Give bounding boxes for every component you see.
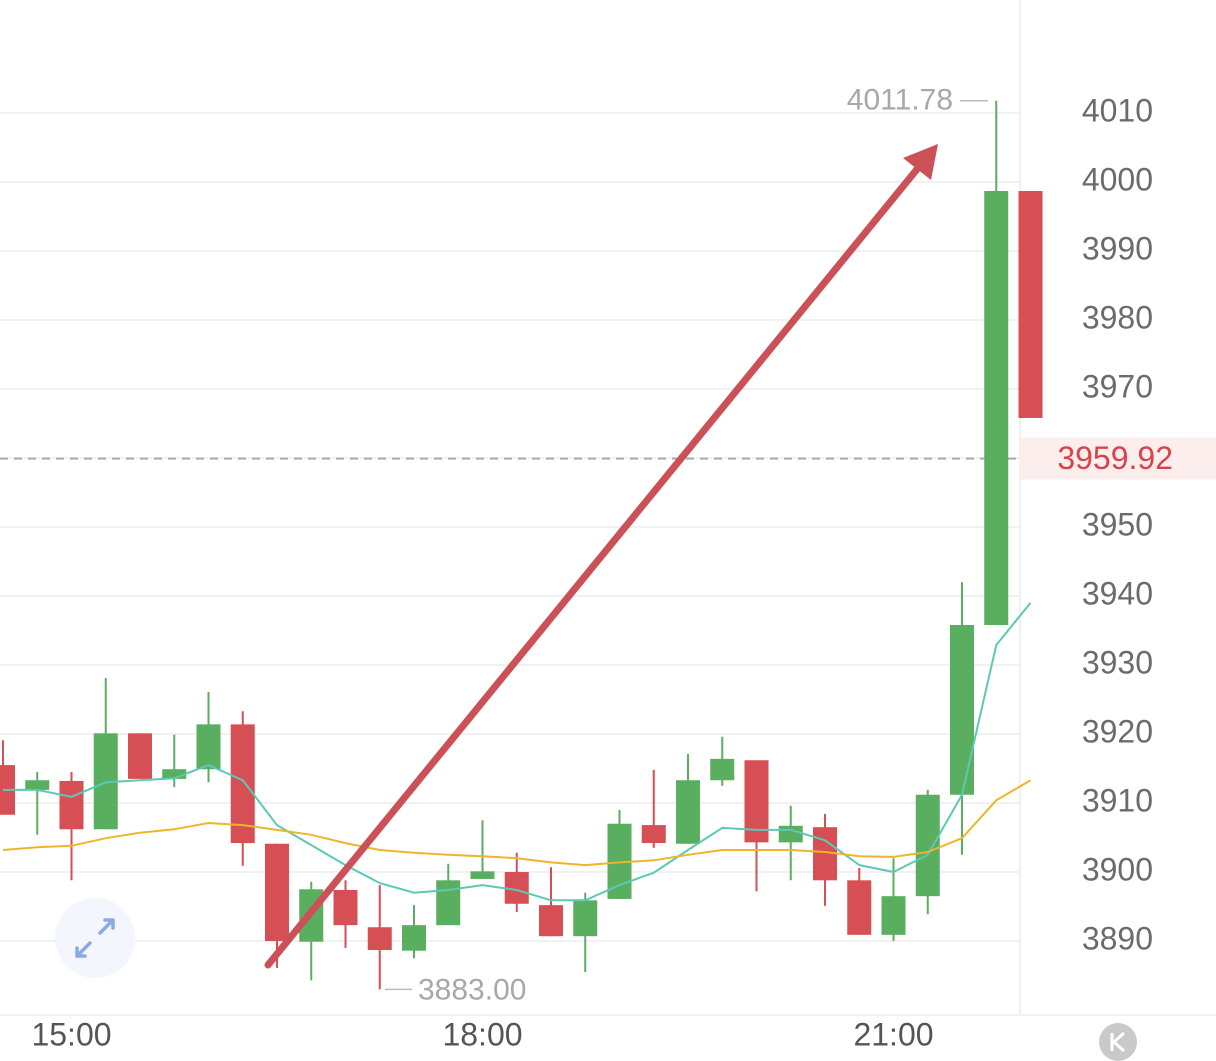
candle-body [59, 780, 84, 830]
candle-body [778, 825, 803, 843]
y-tick-label: 3950 [1082, 506, 1153, 542]
candle-body [984, 190, 1009, 626]
y-tick-label: 3910 [1082, 782, 1153, 818]
candle-body [539, 905, 563, 937]
x-tick-label: 21:00 [853, 1016, 933, 1052]
high-marker-label: 4011.78 [847, 84, 953, 117]
candle-body [230, 724, 255, 844]
y-tick-label: 3990 [1082, 230, 1153, 266]
candle-body [950, 625, 974, 795]
y-tick-label: 3970 [1082, 368, 1153, 404]
x-tick-label: 18:00 [442, 1016, 522, 1052]
candle-body [367, 927, 392, 951]
candle-body [196, 724, 221, 770]
expand-icon[interactable] [75, 918, 115, 958]
k-icon[interactable] [1110, 1031, 1126, 1053]
candle-body [402, 925, 426, 951]
candle-body [128, 733, 152, 779]
low-marker-label: 3883.00 [418, 973, 526, 1006]
y-tick-label: 3920 [1082, 713, 1153, 749]
candle-body [1018, 190, 1043, 419]
candle-body [847, 880, 872, 935]
candle-body [573, 900, 598, 937]
k-bg[interactable] [1099, 1023, 1137, 1061]
candle-body [881, 896, 906, 935]
candle-body [641, 825, 666, 844]
trend-arrow [264, 144, 938, 969]
last-price-bg [1020, 437, 1216, 480]
y-tick-label: 4010 [1082, 92, 1153, 128]
candle-body [436, 880, 461, 926]
y-tick-label: 3890 [1082, 920, 1153, 956]
y-tick-label: 3930 [1082, 644, 1153, 680]
candle-body [265, 843, 289, 942]
candle-body [676, 780, 700, 844]
arrow-head [903, 144, 938, 180]
candle-body [25, 780, 50, 790]
expand-bg[interactable] [55, 898, 135, 978]
candle-body [915, 794, 940, 897]
candle-body [470, 871, 495, 879]
moving-average-line [2, 779, 1032, 867]
expand-button[interactable] [55, 898, 135, 978]
moving-average-line [3, 602, 1032, 902]
x-tick-label: 15:00 [31, 1016, 111, 1052]
candle-body [710, 758, 735, 781]
last-price-label: 3959.92 [1057, 440, 1173, 476]
plot [0, 100, 1043, 990]
candle-body [162, 769, 187, 779]
y-tick-label: 3980 [1082, 299, 1153, 335]
y-tick-label: 3940 [1082, 575, 1153, 611]
candle-body [333, 889, 358, 926]
arrow-shaft [264, 164, 922, 969]
k-button[interactable] [1099, 1023, 1137, 1061]
y-tick-label: 4000 [1082, 161, 1153, 197]
y-tick-label: 3900 [1082, 851, 1153, 887]
